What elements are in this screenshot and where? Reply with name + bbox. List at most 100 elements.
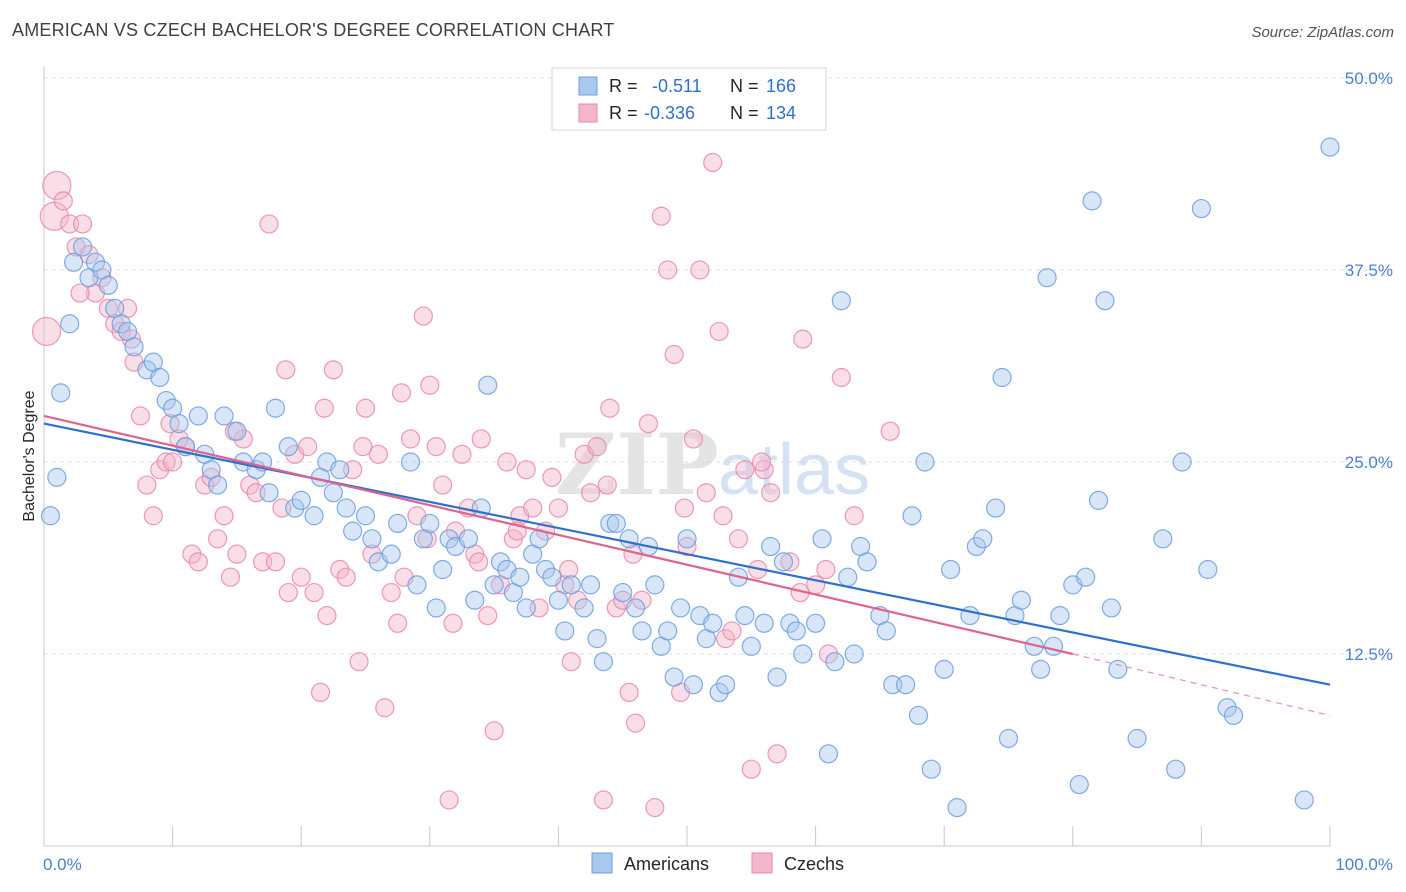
americans-point-2 <box>51 383 71 403</box>
czechs-point-98 <box>664 344 684 365</box>
americans-point-85 <box>658 621 678 641</box>
americans-point-75 <box>593 652 614 672</box>
americans-point-25 <box>214 406 234 426</box>
y-tick-label-1: 25.0% <box>1345 453 1393 472</box>
americans-point-109 <box>831 291 851 311</box>
czechs-point-126 <box>314 398 334 418</box>
americans-point-81 <box>632 621 652 641</box>
czechs-point-63 <box>439 790 459 810</box>
americans-point-7 <box>85 252 106 272</box>
czechs-point-35 <box>259 214 279 234</box>
americans-point-144 <box>1101 598 1121 618</box>
czechs-point-70 <box>484 721 504 741</box>
czechs-point-62 <box>433 475 453 495</box>
americans-point-137 <box>1050 605 1070 626</box>
series-legend: Americans Czechs <box>591 852 844 874</box>
americans-point-41 <box>343 521 363 541</box>
czechs-point-27 <box>208 529 228 549</box>
czechs-point-75 <box>516 460 536 480</box>
bottom-legend-swatch-czechs <box>751 852 773 874</box>
americans-point-58 <box>478 375 498 395</box>
czechs-point-72 <box>497 452 517 472</box>
bottom-legend-swatch-americans <box>591 852 613 874</box>
czechs-point-131 <box>469 552 489 572</box>
czechs-point-134 <box>597 475 617 495</box>
americans-point-56 <box>465 590 485 610</box>
americans-point-24 <box>208 475 228 495</box>
czechs-point-92 <box>625 713 646 733</box>
americans-point-63 <box>510 567 530 587</box>
americans-point-5 <box>72 237 93 257</box>
czechs-point-113 <box>760 483 781 503</box>
czechs-point-30 <box>227 544 247 564</box>
czechs-point-47 <box>336 567 356 587</box>
czechs-point-103 <box>696 483 716 503</box>
americans-point-140 <box>1076 567 1096 587</box>
czechs-point-85 <box>580 483 601 503</box>
americans-point-102 <box>780 613 800 633</box>
czechs-point-133 <box>559 559 579 580</box>
czechs-point-112 <box>754 460 774 480</box>
czechs-point-52 <box>368 444 388 464</box>
czechs-point-87 <box>593 790 614 810</box>
americans-point-3 <box>60 314 80 334</box>
americans-point-155 <box>1320 137 1340 157</box>
czechs-point-86 <box>587 437 607 457</box>
czechs-point-116 <box>793 329 813 349</box>
czechs-point-80 <box>548 498 569 518</box>
americans-point-71 <box>561 575 581 595</box>
legend-n-value-blue: 166 <box>766 76 796 96</box>
czechs-point-79 <box>542 467 562 487</box>
americans-point-94 <box>715 675 736 695</box>
americans-point-111 <box>844 644 864 664</box>
bottom-legend-americans: Americans <box>624 854 709 874</box>
americans-point-97 <box>741 636 761 656</box>
czechs-point-16 <box>137 475 157 495</box>
americans-point-67 <box>535 559 556 580</box>
americans-point-146 <box>1127 728 1147 749</box>
americans-point-11 <box>111 314 131 334</box>
americans-point-151 <box>1198 559 1218 580</box>
americans-point-117 <box>896 675 916 695</box>
czechs-point-57 <box>400 429 421 449</box>
americans-point-126 <box>966 536 986 557</box>
czechs-point-38 <box>278 582 298 603</box>
czechs-point-3 <box>53 191 73 211</box>
czechs-point-20 <box>163 452 183 472</box>
legend-r-value-blue: -0.511 <box>652 76 702 96</box>
czechs-point-130 <box>443 613 463 633</box>
americans-point-121 <box>921 759 941 779</box>
czechs-point-45 <box>323 360 343 380</box>
czechs-point-26 <box>201 467 221 487</box>
stats-legend: R = -0.511 N = 166 R = -0.336 N = 134 <box>551 67 827 131</box>
americans-point-52 <box>433 559 453 580</box>
americans-point-89 <box>683 675 704 695</box>
x-tick-label-max: 100.0% <box>1335 855 1393 874</box>
americans-point-108 <box>825 652 845 672</box>
czechs-point-140 <box>816 559 836 580</box>
legend-r-label-blue: R = <box>609 76 638 96</box>
czechs-point-36 <box>265 552 286 572</box>
czechs-point-106 <box>715 629 736 649</box>
source-label: Source: ZipAtlas.com <box>1251 24 1394 41</box>
americans-point-128 <box>986 498 1006 518</box>
americans-point-87 <box>670 598 691 618</box>
americans-point-19 <box>169 414 189 434</box>
americans-point-100 <box>767 667 787 687</box>
americans-point-42 <box>355 506 376 526</box>
americans-point-86 <box>664 667 684 687</box>
americans-point-30 <box>259 483 279 503</box>
americans-point-134 <box>1031 659 1051 679</box>
americans-point-127 <box>973 529 993 549</box>
americans-point-135 <box>1037 268 1057 288</box>
axes <box>43 66 1331 847</box>
czechs-point-101 <box>683 429 704 449</box>
czechs-point-15 <box>130 406 151 426</box>
americans-point-101 <box>773 552 794 572</box>
legend-n-value-pink: 134 <box>766 103 796 123</box>
czechs-point-24 <box>188 552 208 572</box>
czechs-point-115 <box>780 552 800 572</box>
czechs-point-138 <box>751 452 772 472</box>
americans-point-16 <box>150 367 170 388</box>
czechs-point-136 <box>674 498 695 518</box>
